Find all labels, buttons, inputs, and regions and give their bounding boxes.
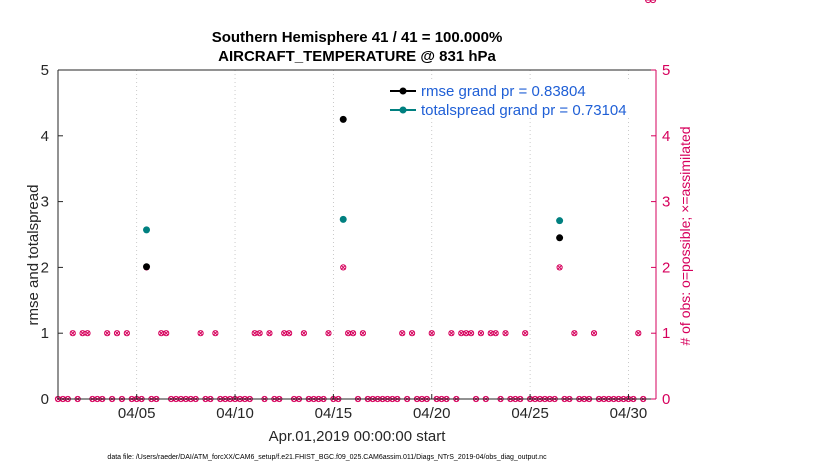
legend-box (386, 80, 652, 118)
plot-area (58, 70, 656, 399)
obs-marker-32 (212, 330, 219, 337)
obs-marker-121 (649, 0, 657, 4)
x-tick-label-3: 04/20 (413, 405, 451, 422)
obs-marker-105 (571, 330, 578, 337)
y-tick-label-left-1: 1 (41, 325, 49, 342)
series-1-point-1 (339, 215, 347, 223)
y-axis-label-left: rmse and totalspread (25, 185, 42, 326)
obs-marker-22 (163, 330, 170, 337)
y-tick-label-left-0: 0 (41, 391, 49, 408)
x-ticks: 04/05 04/10 04/15 04/20 04/25 04/30 (118, 394, 647, 422)
y-tick-label-right-5: 5 (662, 62, 670, 79)
obs-marker-47 (286, 330, 293, 337)
obs-marker-12 (113, 330, 121, 337)
y-tick-label-left-5: 5 (41, 62, 49, 79)
series-0-point-1 (339, 115, 347, 123)
x-tick-label-5: 04/30 (610, 405, 648, 422)
series-markers (143, 115, 564, 271)
obs-marker-102 (556, 264, 563, 271)
obs-marker-62 (359, 330, 367, 337)
legend-rmse-label: rmse grand pr = 0.83804 (421, 83, 586, 100)
obs-marker-91 (502, 330, 509, 337)
y-tick-label-left-3: 3 (41, 194, 49, 211)
obs-marker-109 (590, 330, 598, 337)
y-tick-label-left-4: 4 (41, 128, 49, 145)
series-1-point-2 (556, 217, 564, 225)
obs-marker-14 (123, 330, 130, 337)
obs-marker-55 (325, 330, 332, 337)
chart-title-line2: AIRCRAFT_TEMPERATURE @ 831 hPa (218, 48, 496, 65)
series-0-point-0 (143, 263, 151, 271)
legend-rmse-marker (399, 87, 407, 95)
obs-marker-118 (635, 330, 642, 337)
x-tick-label-2: 04/15 (315, 405, 353, 422)
obs-marker-89 (492, 330, 499, 337)
data-file-footnote: data file: /Users/raeder/DAI/ATM_forcXX/… (107, 454, 547, 461)
obs-marker-120 (645, 0, 652, 4)
legend-spread-marker (399, 106, 407, 114)
obs-marker-76 (428, 330, 435, 337)
obs-marker-6 (84, 330, 91, 337)
series-1-point-0 (143, 226, 151, 234)
obs-marker-95 (522, 330, 529, 337)
x-axis-label: Apr.01,2019 00:00:00 start (269, 428, 447, 445)
y-ticks: 0 0 1 1 2 2 3 3 4 4 5 5 (41, 62, 671, 408)
chart-title-line1: Southern Hemisphere 41 / 41 = 100.000% (212, 29, 503, 46)
obs-marker-86 (477, 330, 485, 337)
obs-marker-43 (266, 330, 273, 337)
y-tick-label-right-2: 2 (662, 259, 670, 276)
obs-marker-72 (408, 330, 416, 337)
obs-marker-5 (79, 330, 86, 337)
y-tick-label-right-1: 1 (662, 325, 670, 342)
obs-marker-84 (467, 330, 475, 337)
obs-marker-50 (300, 330, 307, 337)
x-tick-label-4: 04/25 (511, 405, 549, 422)
grid-lines (136, 70, 629, 399)
obs-marker-58 (340, 264, 347, 271)
obs-marker-10 (104, 330, 111, 337)
legend-spread-label: totalspread grand pr = 0.73104 (421, 102, 627, 119)
obs-marker-41 (256, 330, 263, 337)
x-tick-label-1: 04/10 (216, 405, 254, 422)
y-axis-label-right: # of obs: o=possible; ×=assimilated (677, 126, 693, 345)
y-tick-label-right-4: 4 (662, 128, 670, 145)
x-tick-label-0: 04/05 (118, 405, 156, 422)
obs-marker-40 (251, 330, 258, 337)
y-tick-label-right-0: 0 (662, 391, 670, 408)
y-tick-label-right-3: 3 (662, 194, 670, 211)
obs-marker-60 (349, 330, 357, 337)
y-tick-label-left-2: 2 (41, 259, 49, 276)
legend: rmse grand pr = 0.83804 totalspread gran… (386, 80, 652, 119)
obs-marker-29 (197, 330, 204, 337)
series-0-point-2 (556, 234, 564, 242)
obs-marker-70 (399, 330, 406, 337)
obs-marker-3 (69, 330, 76, 337)
obs-marker-80 (448, 330, 455, 337)
